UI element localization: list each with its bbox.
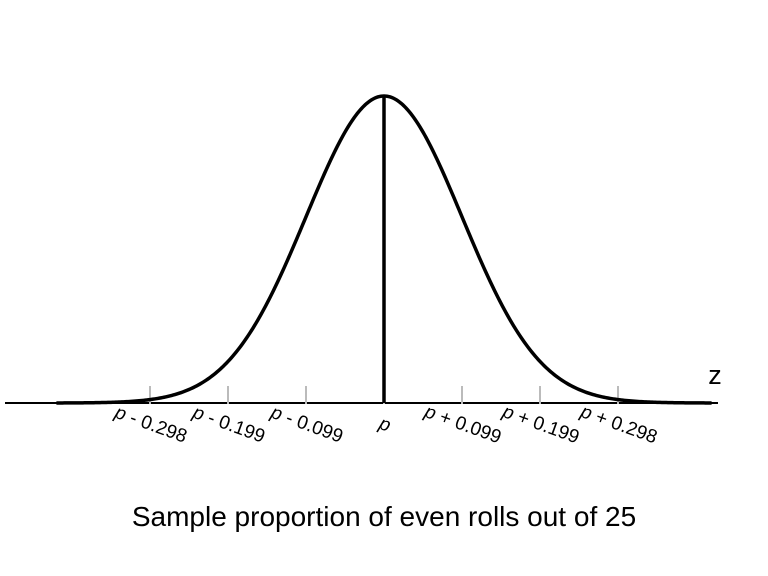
tick-label: p [375, 413, 393, 437]
tick-label: p + 0.199 [499, 401, 582, 448]
tick-label-offset: + 0.298 [588, 405, 660, 448]
x-axis-label: Sample proportion of even rolls out of 2… [132, 501, 636, 532]
axis-variable-label: z [708, 360, 722, 390]
tick-label-offset: - 0.199 [200, 406, 268, 448]
tick-label: p + 0.298 [577, 401, 660, 448]
tick-label-offset: + 0.199 [510, 405, 582, 448]
tick-label: p - 0.199 [189, 402, 268, 448]
tick-label: p - 0.298 [111, 402, 190, 448]
tick-label-p: p [375, 413, 393, 437]
tick-label-offset: + 0.099 [432, 405, 504, 448]
tick-label-offset: - 0.099 [278, 406, 346, 448]
tick-label: p - 0.099 [267, 402, 346, 448]
tick-label-offset: - 0.298 [122, 406, 190, 448]
tick-label: p + 0.099 [421, 401, 504, 448]
